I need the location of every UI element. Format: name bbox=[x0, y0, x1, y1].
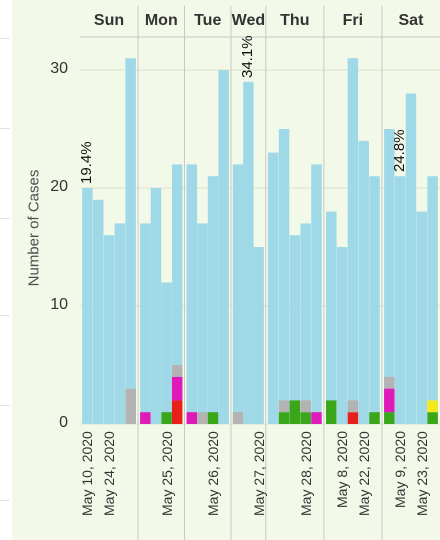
bar bbox=[103, 235, 115, 424]
day-header-wed: Wed bbox=[231, 12, 266, 29]
x-tick-label: May 10, 2020 bbox=[79, 431, 96, 516]
bar-segment-green bbox=[161, 412, 172, 424]
x-tick-label: May 26, 2020 bbox=[205, 431, 222, 516]
bar-segment-magenta bbox=[140, 412, 151, 424]
x-tick-label: May 9, 2020 bbox=[392, 430, 409, 508]
bar bbox=[369, 176, 380, 424]
bar bbox=[171, 164, 183, 424]
day-header-sun: Sun bbox=[93, 12, 125, 29]
x-tick-label: May 23, 2020 bbox=[413, 431, 430, 516]
strip-line bbox=[0, 500, 10, 501]
x-tick-label: May 22, 2020 bbox=[355, 431, 372, 516]
bar bbox=[114, 223, 126, 424]
bar bbox=[218, 70, 229, 424]
strip-line bbox=[0, 315, 10, 316]
strip-line bbox=[0, 405, 10, 406]
strip-line bbox=[0, 218, 10, 219]
x-tick-label: May 27, 2020 bbox=[250, 431, 267, 516]
y-tick-label: 10 bbox=[50, 296, 68, 313]
bar-segment-green bbox=[326, 400, 337, 424]
bar bbox=[232, 164, 244, 424]
bar bbox=[82, 188, 93, 424]
y-tick-label: 30 bbox=[50, 60, 68, 77]
x-tick-label: May 8, 2020 bbox=[334, 430, 351, 508]
percent-annotation: 19.4% bbox=[78, 141, 96, 184]
bar-segment-gray bbox=[384, 376, 395, 389]
bar-segment-gray bbox=[125, 388, 136, 424]
bar bbox=[197, 223, 208, 424]
bar bbox=[347, 58, 359, 424]
bar bbox=[394, 176, 406, 424]
bar-segment-magenta bbox=[311, 412, 322, 424]
bar bbox=[186, 164, 198, 424]
x-tick-label: May 24, 2020 bbox=[101, 431, 118, 516]
bar-segment-red bbox=[171, 400, 183, 424]
bar-segment-gray bbox=[171, 365, 183, 377]
bar-segment-magenta bbox=[171, 376, 183, 401]
bar-segment-green bbox=[384, 412, 395, 424]
bar bbox=[243, 81, 254, 425]
bar bbox=[207, 176, 219, 424]
bar bbox=[92, 199, 104, 424]
bar-segment-gray bbox=[197, 412, 208, 424]
bar bbox=[358, 140, 369, 425]
day-header-tue: Tue bbox=[194, 12, 222, 29]
bar bbox=[253, 247, 264, 424]
bar bbox=[289, 235, 301, 424]
bar-segment-magenta bbox=[384, 388, 395, 413]
bar-segment-green bbox=[369, 412, 380, 424]
x-tick-label: May 25, 2020 bbox=[158, 431, 175, 516]
bar bbox=[140, 223, 151, 424]
bar bbox=[326, 211, 337, 424]
bar bbox=[384, 129, 395, 424]
bar bbox=[405, 93, 417, 424]
bar-segment-gray bbox=[347, 400, 359, 413]
bar-segment-magenta bbox=[186, 412, 198, 424]
bar-segment-green bbox=[278, 412, 290, 424]
bar bbox=[125, 58, 136, 424]
bar bbox=[161, 282, 172, 424]
header-band bbox=[80, 6, 440, 37]
day-header-fri: Fri bbox=[342, 12, 364, 29]
bar bbox=[416, 211, 428, 424]
day-header-thu: Thu bbox=[280, 12, 310, 29]
strip-line bbox=[0, 128, 10, 129]
percent-annotation: 24.8% bbox=[391, 129, 409, 173]
bar-segment-gray bbox=[300, 400, 311, 413]
y-tick-label: 0 bbox=[59, 414, 68, 431]
strip-line bbox=[0, 38, 10, 39]
bar bbox=[267, 152, 279, 424]
bar-segment-red bbox=[347, 412, 359, 424]
bar bbox=[278, 129, 290, 424]
x-tick-label: May 28, 2020 bbox=[297, 431, 314, 516]
bar-segment-yellow bbox=[427, 400, 438, 413]
bar-segment-green bbox=[427, 412, 438, 424]
left-edge-strip bbox=[0, 0, 12, 540]
y-tick-label: 20 bbox=[50, 178, 68, 195]
bar-segment-gray bbox=[232, 412, 244, 424]
bar-segment-green bbox=[289, 400, 301, 424]
bar-segment-gray bbox=[278, 400, 290, 413]
percent-annotation: 34.1% bbox=[239, 35, 257, 78]
bar bbox=[150, 188, 162, 424]
day-header-sat: Sat bbox=[398, 12, 424, 29]
bar bbox=[300, 223, 311, 424]
bar bbox=[427, 176, 438, 424]
bar bbox=[311, 164, 322, 424]
day-header-mon: Mon bbox=[144, 12, 178, 29]
bar-segment-green bbox=[207, 412, 219, 424]
bar bbox=[336, 247, 348, 424]
bar-segment-green bbox=[300, 412, 311, 424]
